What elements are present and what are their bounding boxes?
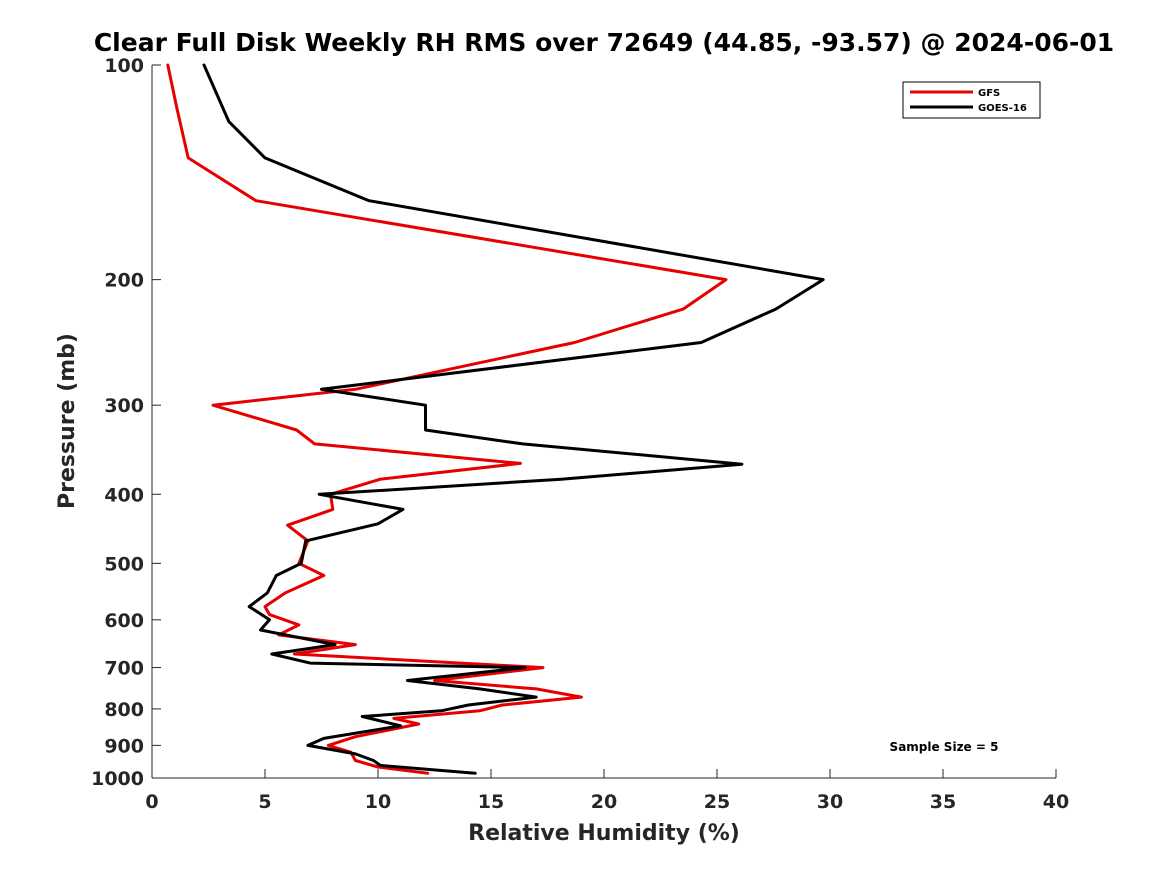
y-tick-label: 1000 <box>91 768 144 790</box>
y-tick-label: 900 <box>104 735 144 757</box>
plot-area: 0 5 10 15 20 25 30 35 40 100 200 300 400 500 600 700 80… <box>91 55 1069 813</box>
y-tick-label: 300 <box>104 395 144 417</box>
legend-box <box>902 81 1041 119</box>
x-tick-label: 20 <box>591 791 617 813</box>
x-tick-label: 15 <box>478 791 504 813</box>
series-line-gfs <box>166 63 728 775</box>
series-line-goes-16 <box>202 63 825 775</box>
y-axis-ticks: 100 200 300 400 500 600 700 800 900 1000 <box>91 55 161 790</box>
x-tick-label: 10 <box>365 791 391 813</box>
x-axis-label: Relative Humidity (%) <box>468 821 740 846</box>
chart-title: Clear Full Disk Weekly RH RMS over 72649… <box>94 28 1114 57</box>
legend: GFS GOES-16 <box>902 81 1041 119</box>
legend-label: GOES-16 <box>978 103 1027 114</box>
x-tick-label: 5 <box>258 791 271 813</box>
y-tick-label: 200 <box>104 270 144 292</box>
y-tick-label: 100 <box>104 55 144 77</box>
x-axis-ticks: 0 5 10 15 20 25 30 35 40 <box>145 769 1069 813</box>
y-tick-label: 500 <box>104 553 144 575</box>
x-tick-label: 40 <box>1043 791 1069 813</box>
legend-label: GFS <box>978 88 1000 99</box>
y-tick-label: 400 <box>104 484 144 506</box>
x-tick-label: 25 <box>704 791 730 813</box>
x-tick-label: 0 <box>145 791 158 813</box>
sample-size-annotation: Sample Size = 5 <box>890 740 999 754</box>
x-tick-label: 30 <box>817 791 843 813</box>
y-axis-label: Pressure (mb) <box>55 333 80 509</box>
series-lines <box>166 63 825 775</box>
x-tick-label: 35 <box>930 791 956 813</box>
y-tick-label: 600 <box>104 610 144 632</box>
y-tick-label: 800 <box>104 699 144 721</box>
y-tick-label: 700 <box>104 658 144 680</box>
